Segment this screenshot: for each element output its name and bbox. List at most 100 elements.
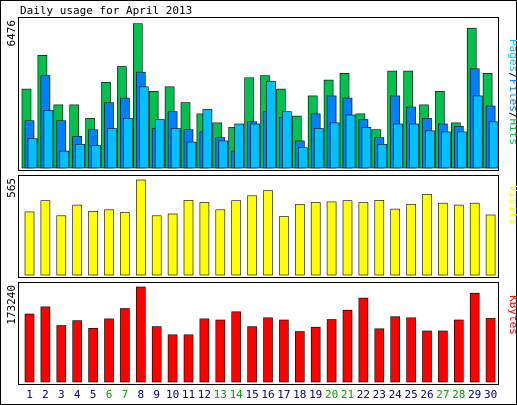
legend-hits-files-pages: Pages/Files/Hits — [507, 39, 517, 145]
bar-hits-files-pages-pages-18 — [297, 147, 308, 169]
panel-frame-kbytes — [18, 282, 499, 385]
bar-kbytes-kbytes-25 — [406, 317, 416, 383]
x-tick-label-2: 2 — [42, 388, 49, 401]
bar-kbytes-kbytes-13 — [215, 319, 226, 383]
bar-visits-visits-30 — [485, 214, 496, 276]
bar-hits-files-pages-pages-22 — [361, 127, 372, 169]
bar-hits-files-pages-pages-21 — [345, 114, 356, 169]
chart-title: Daily usage for April 2013 — [20, 4, 192, 17]
bar-kbytes-kbytes-10 — [167, 334, 178, 383]
bar-hits-files-pages-pages-3 — [59, 150, 70, 169]
bar-visits-visits-8 — [136, 179, 146, 276]
x-tick-label-16: 16 — [261, 388, 274, 401]
bar-hits-files-pages-pages-23 — [377, 144, 388, 169]
bar-kbytes-kbytes-21 — [342, 309, 353, 383]
x-tick-label-12: 12 — [198, 388, 211, 401]
legend-entry-visits-0: Visits — [507, 185, 517, 225]
x-tick-label-5: 5 — [90, 388, 97, 401]
bar-visits-visits-3 — [56, 215, 67, 276]
bar-visits-visits-28 — [453, 204, 464, 276]
bar-kbytes-kbytes-20 — [326, 319, 337, 383]
legend-entry-hits-files-pages-4: Hits — [507, 119, 517, 146]
bar-visits-visits-24 — [390, 208, 401, 276]
bar-hits-files-pages-pages-2 — [43, 110, 54, 169]
bar-kbytes-kbytes-6 — [104, 318, 114, 383]
legend-visits: Visits — [507, 185, 517, 225]
x-tick-label-7: 7 — [122, 388, 129, 401]
y-max-label-kbytes: 173240 — [5, 285, 18, 325]
bar-visits-visits-6 — [104, 209, 114, 276]
legend-entry-hits-files-pages-2: Files — [507, 79, 517, 112]
bar-visits-visits-29 — [469, 202, 480, 276]
x-tick-label-25: 25 — [404, 388, 417, 401]
x-tick-label-8: 8 — [137, 388, 144, 401]
bar-hits-files-pages-pages-13 — [218, 140, 229, 169]
bar-visits-visits-26 — [422, 194, 432, 276]
bar-hits-files-pages-pages-16 — [266, 80, 276, 169]
x-tick-label-19: 19 — [309, 388, 322, 401]
panel-frame-visits — [18, 175, 499, 278]
bar-visits-visits-9 — [151, 215, 162, 276]
chart-labels: 6476Pages/Files/Hits565Visits173240KByte… — [5, 20, 517, 401]
x-tick-label-26: 26 — [420, 388, 433, 401]
bar-hits-files-pages-pages-28 — [456, 131, 467, 169]
x-tick-label-28: 28 — [452, 388, 465, 401]
bar-kbytes-kbytes-26 — [422, 330, 432, 383]
bar-hits-files-pages-pages-30 — [488, 121, 499, 169]
bar-kbytes-kbytes-2 — [40, 306, 51, 383]
bar-visits-visits-19 — [310, 202, 321, 276]
bar-visits-visits-12 — [199, 202, 210, 276]
bar-kbytes-kbytes-22 — [358, 297, 369, 383]
bar-kbytes-kbytes-29 — [469, 292, 480, 383]
bar-visits-visits-10 — [167, 213, 178, 276]
bar-kbytes-kbytes-19 — [310, 326, 321, 383]
bar-visits-visits-4 — [72, 204, 82, 276]
bar-kbytes-kbytes-27 — [438, 330, 448, 383]
x-tick-label-18: 18 — [293, 388, 306, 401]
bar-hits-files-pages-pages-5 — [91, 145, 101, 169]
bar-hits-files-pages-pages-6 — [107, 128, 117, 169]
bar-visits-visits-14 — [231, 200, 241, 276]
y-max-label-visits: 565 — [5, 178, 18, 198]
bar-visits-visits-18 — [294, 204, 305, 276]
x-tick-label-23: 23 — [373, 388, 386, 401]
x-tick-label-6: 6 — [106, 388, 113, 401]
bar-hits-files-pages-pages-1 — [27, 138, 38, 169]
bar-hits-files-pages-pages-4 — [75, 144, 85, 169]
bar-kbytes-kbytes-24 — [390, 316, 401, 383]
bar-kbytes-kbytes-8 — [136, 286, 146, 383]
bar-kbytes-kbytes-28 — [453, 319, 464, 383]
bar-kbytes-kbytes-9 — [151, 326, 162, 383]
bar-hits-files-pages-pages-26 — [425, 130, 435, 169]
x-tick-label-4: 4 — [74, 388, 81, 401]
x-tick-label-30: 30 — [484, 388, 497, 401]
bar-visits-visits-2 — [40, 200, 51, 276]
x-tick-label-13: 13 — [214, 388, 227, 401]
bar-hits-files-pages-pages-15 — [250, 123, 260, 169]
bar-hits-files-pages-pages-11 — [186, 141, 197, 169]
bar-visits-visits-16 — [263, 190, 273, 276]
bar-hits-files-pages-pages-10 — [170, 128, 181, 169]
x-tick-label-27: 27 — [436, 388, 449, 401]
bar-visits-visits-23 — [374, 200, 385, 276]
bar-hits-files-pages-pages-24 — [393, 123, 404, 169]
bar-hits-files-pages-pages-19 — [313, 128, 324, 169]
legend-entry-hits-files-pages-0: Pages — [507, 39, 517, 72]
x-tick-label-9: 9 — [153, 388, 160, 401]
bar-visits-visits-11 — [183, 200, 194, 276]
bar-hits-files-pages-pages-12 — [202, 109, 213, 169]
bar-hits-files-pages-pages-25 — [409, 123, 419, 169]
bar-hits-files-pages-pages-14 — [234, 123, 244, 169]
x-tick-label-22: 22 — [357, 388, 370, 401]
bar-hits-files-pages-pages-7 — [123, 118, 133, 169]
bar-visits-visits-25 — [406, 204, 416, 276]
bar-kbytes-kbytes-16 — [263, 317, 273, 383]
bar-kbytes-kbytes-15 — [247, 326, 257, 383]
bar-visits-visits-27 — [438, 202, 448, 276]
bar-kbytes-kbytes-7 — [120, 308, 130, 383]
x-tick-label-10: 10 — [166, 388, 179, 401]
x-tick-label-11: 11 — [182, 388, 195, 401]
y-max-label-hits-files-pages: 6476 — [5, 20, 18, 47]
x-tick-label-14: 14 — [230, 388, 244, 401]
